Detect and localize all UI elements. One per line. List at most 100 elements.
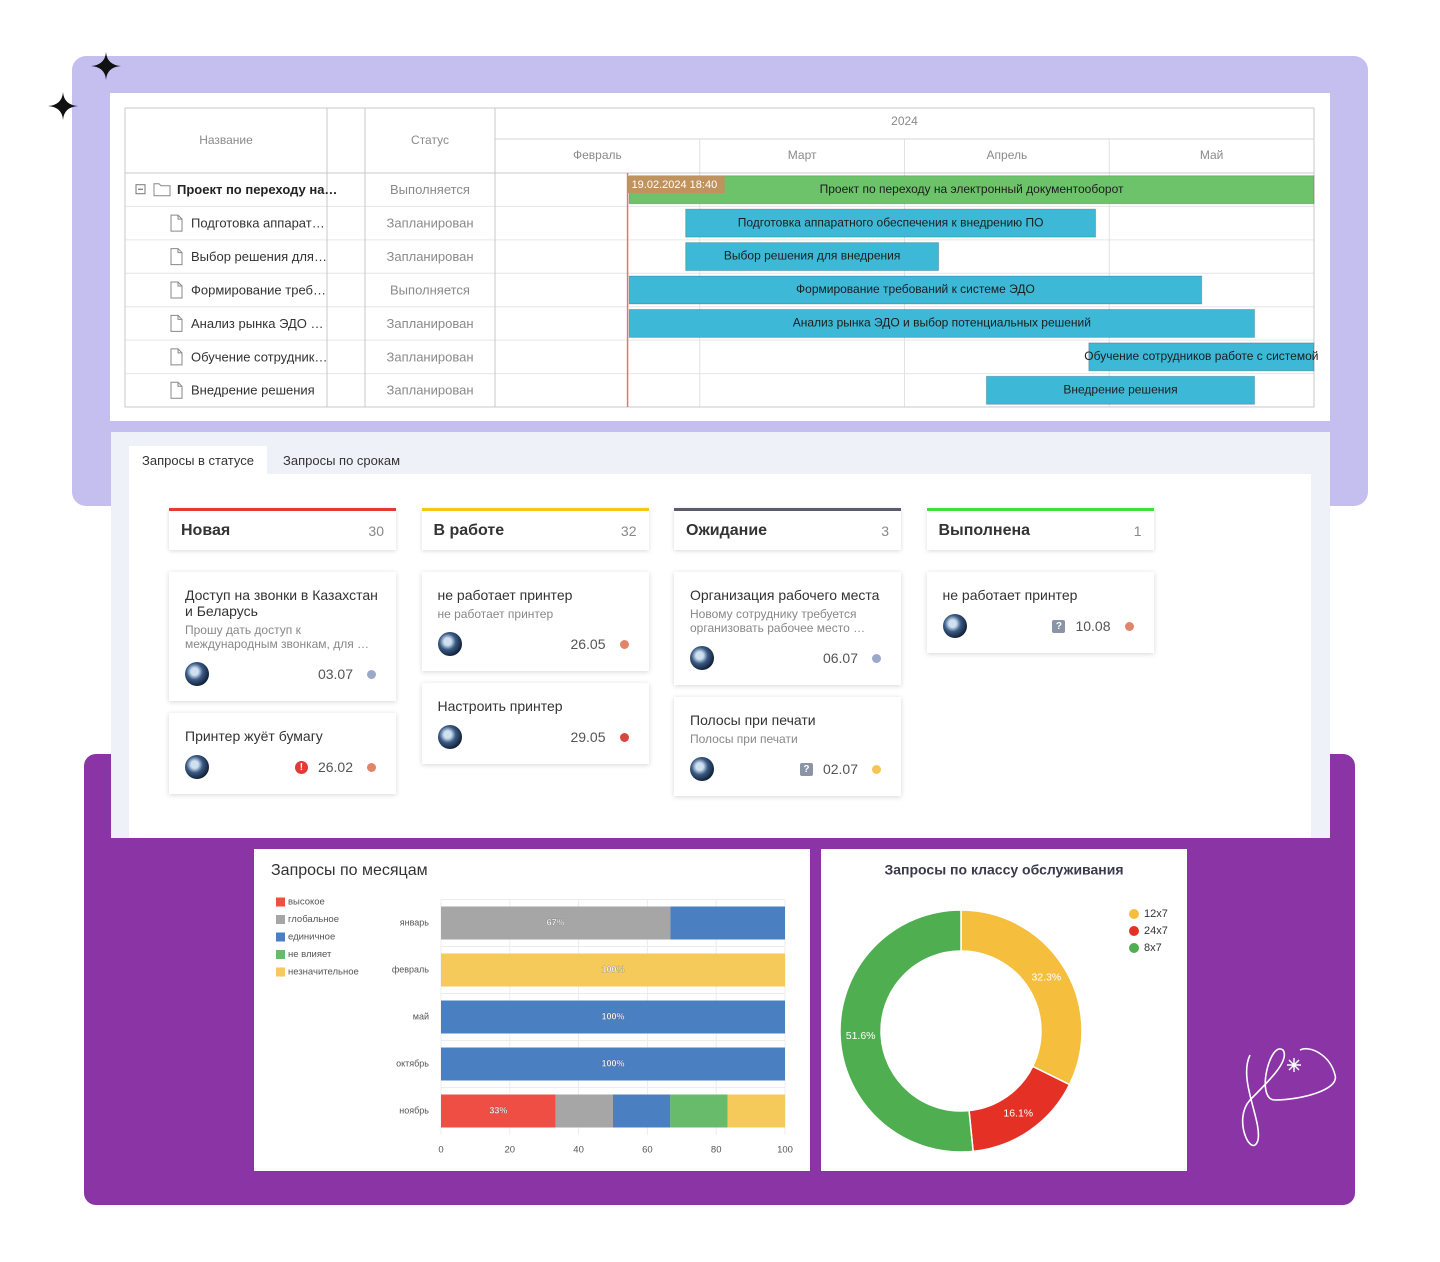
- column-header: Новая 30: [169, 508, 396, 550]
- task-status: Запланирован: [386, 383, 473, 398]
- request-card[interactable]: не работает принтер не работает принтер 26…: [421, 572, 649, 671]
- x-tick-label: 100: [777, 1145, 793, 1156]
- card-title: Полосы при печати: [690, 712, 816, 728]
- card-footer: 06.07: [690, 645, 885, 671]
- legend-label: 8x7: [1144, 942, 1162, 954]
- card-title: Настроить принтер: [437, 698, 563, 714]
- avatar: [690, 646, 714, 670]
- request-card[interactable]: Настроить принтер 29.05: [421, 683, 649, 764]
- column-header: Выполнена 1: [926, 508, 1154, 550]
- sparkle: [91, 52, 121, 80]
- legend-label: 24x7: [1144, 925, 1168, 937]
- card-footer: 03.07: [185, 661, 380, 687]
- card-date: 26.02: [317, 759, 353, 775]
- card-footer: ? 10.08: [942, 613, 1138, 639]
- sparkle: [1287, 1058, 1301, 1072]
- month-header: Май: [1200, 148, 1224, 162]
- card-text: Полосы при печати: [690, 732, 798, 746]
- card-icon: !: [294, 760, 308, 774]
- card-title: Организация рабочего места: [690, 587, 880, 603]
- priority-dot: [619, 639, 629, 649]
- data-label: 67%: [547, 917, 565, 927]
- bar-segment: [441, 1094, 556, 1128]
- request-card[interactable]: Полосы при печати Полосы при печати ? 02.07: [674, 697, 901, 796]
- x-tick-label: 60: [642, 1145, 653, 1156]
- task-status: Запланирован: [386, 349, 473, 364]
- gantt-bar-label: Формирование требований к системе ЭДО: [796, 282, 1035, 296]
- data-label: 100%: [601, 1011, 624, 1021]
- y-tick-label: ноябрь: [399, 1105, 429, 1115]
- column-title: Выполнена: [938, 521, 1031, 539]
- folder-icon: [153, 183, 171, 197]
- task-name: Проект по переходу на…: [177, 182, 337, 197]
- bar-segment: [441, 1000, 785, 1034]
- gantt-bar-label: Внедрение решения: [1063, 382, 1177, 396]
- kanban-column: Новая 30 Доступ на звонки в Казахстан и Бе…: [169, 508, 396, 794]
- gantt-frame: [124, 107, 1315, 408]
- card-footer: ? 02.07: [690, 756, 885, 782]
- card-title: Доступ на звонки в Казахстан и Беларусь: [185, 587, 378, 619]
- chart-title: Запросы по классу обслуживания: [884, 862, 1123, 878]
- legend-label: не влияет: [288, 949, 332, 960]
- legend-label: 12x7: [1144, 908, 1168, 920]
- request-card[interactable]: Организация рабочего места Новому сотрудн…: [674, 572, 901, 685]
- request-card[interactable]: Принтер жуёт бумагу! 26.02: [169, 713, 396, 794]
- gantt-bar: [628, 175, 1315, 205]
- data-label: 33%: [489, 1105, 507, 1115]
- y-tick-label: май: [413, 1011, 429, 1021]
- task-name: Подготовка аппарат…: [191, 216, 325, 231]
- column-count: 3: [881, 522, 889, 539]
- kanban-panel: Новая 30 Доступ на звонки в Казахстан и Бе…: [111, 432, 1330, 838]
- file-icon: [170, 381, 183, 399]
- task-name: Формирование треб…: [191, 282, 326, 297]
- task-name: Внедрение решения: [191, 383, 315, 398]
- year-header: 2024: [891, 114, 918, 128]
- card-title: Принтер жуёт бумагу: [185, 728, 323, 744]
- x-tick-label: 0: [438, 1145, 443, 1156]
- task-name: Обучение сотрудник…: [191, 349, 327, 364]
- card-footer: 26.05: [437, 631, 633, 657]
- priority-dot: [1124, 621, 1134, 631]
- card-text: не работает принтер: [437, 607, 554, 621]
- data-label: 100%: [601, 964, 624, 974]
- card-footer: ! 26.02: [185, 754, 380, 780]
- legend-label: незначительное: [288, 967, 359, 978]
- data-label: 16.1%: [1003, 1107, 1033, 1119]
- column-count: 30: [368, 522, 384, 539]
- chart-title: Запросы по месяцам: [271, 862, 428, 879]
- bar-segment: [441, 1047, 785, 1081]
- legend-swatch: [276, 932, 285, 942]
- legend-label: единичное: [288, 932, 335, 943]
- gantt-bar: [628, 275, 1203, 305]
- avatar: [437, 725, 462, 749]
- file-icon: [170, 214, 183, 232]
- legend-swatch: [1129, 943, 1139, 953]
- legend-swatch: [276, 950, 285, 959]
- file-icon: [170, 248, 183, 266]
- card-text: Новому сотруднику требуется организовать…: [690, 607, 866, 635]
- card-date: 06.07: [822, 650, 858, 666]
- x-tick-label: 80: [711, 1145, 722, 1156]
- task-status: Запланирован: [386, 249, 473, 264]
- task-name: Выбор решения для…: [191, 249, 327, 264]
- avatar: [942, 614, 967, 638]
- kanban-board: Новая 30 Доступ на звонки в Казахстан и Бе…: [129, 474, 1311, 838]
- file-icon: [170, 281, 183, 299]
- card-date: 10.08: [1075, 618, 1111, 634]
- file-icon: [170, 348, 183, 366]
- request-card[interactable]: не работает принтер? 10.08: [926, 572, 1154, 653]
- legend-swatch: [276, 967, 285, 977]
- kanban-column: Ожидание 3 Организация рабочего места Новом…: [674, 508, 901, 796]
- bar-segment: [670, 1094, 728, 1128]
- request-card[interactable]: Доступ на звонки в Казахстан и Беларусь П…: [169, 572, 396, 701]
- today-label: 19.02.2024 18:40: [632, 179, 718, 191]
- tab[interactable]: Запросы в статусе: [129, 446, 267, 474]
- gantt-bar: [685, 242, 940, 272]
- avatar: [690, 757, 714, 781]
- bar-segment: [727, 1094, 786, 1128]
- card-icon: ?: [1052, 619, 1066, 633]
- card-title: не работает принтер: [437, 587, 573, 603]
- tab[interactable]: Запросы по срокам: [283, 453, 401, 468]
- x-tick-label: 40: [573, 1145, 584, 1156]
